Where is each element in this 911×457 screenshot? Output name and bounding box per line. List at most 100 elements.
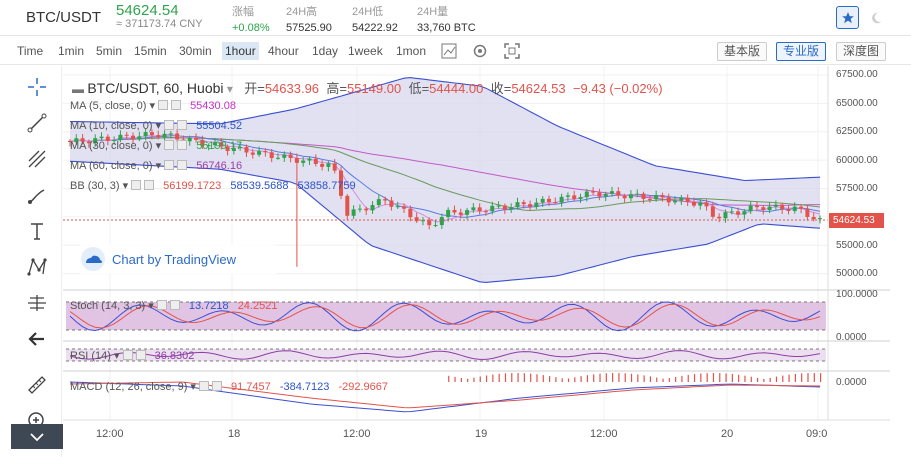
- pitchfork-icon[interactable]: [22, 146, 52, 172]
- mode-depth-button[interactable]: 深度图: [836, 42, 887, 61]
- macd-bar: [782, 375, 784, 382]
- tf-time[interactable]: Time: [17, 44, 44, 58]
- macd-bar: [523, 373, 525, 382]
- price-tick: 67500.00: [836, 69, 878, 80]
- tf-1hour[interactable]: 1hour: [222, 42, 259, 60]
- candle-body: [105, 136, 110, 141]
- time-tick: 19: [475, 428, 488, 440]
- macd-bar: [517, 373, 519, 382]
- back-arrow-icon[interactable]: [22, 326, 52, 352]
- candle-body: [465, 210, 470, 215]
- indicator-stoch[interactable]: Stoch (14, 3, 3) ▾ 13.7218 24.2521: [70, 300, 278, 312]
- open-value: 54633.96: [264, 81, 320, 96]
- candle-body: [408, 208, 413, 218]
- macd-bar: [681, 375, 683, 382]
- candle-body: [780, 204, 785, 210]
- candle-body: [496, 205, 501, 207]
- high-value: 55149.00: [346, 81, 402, 96]
- tf-1day[interactable]: 1day: [312, 44, 339, 58]
- macd-bar: [637, 374, 639, 382]
- candle-body: [231, 148, 236, 151]
- trend-line-icon[interactable]: [22, 110, 52, 136]
- candle-body: [452, 209, 457, 213]
- candle-body: [654, 195, 659, 200]
- measure-icon[interactable]: [22, 290, 52, 316]
- time-tick: 18: [228, 428, 241, 440]
- candle-body: [137, 136, 142, 140]
- indicator-bb[interactable]: BB (30, 3) ▾ 56199.1723 58539.5688 53858…: [70, 180, 356, 192]
- fullscreen-icon[interactable]: [503, 42, 521, 60]
- candle-body: [597, 192, 602, 197]
- chart-title[interactable]: BTC/USDT, 60, Huobi: [87, 80, 224, 96]
- candle-body: [345, 195, 350, 216]
- night-mode-icon[interactable]: [864, 6, 887, 29]
- brush-icon[interactable]: [22, 182, 52, 208]
- change-value: −9.43 (−0.02%): [572, 81, 663, 96]
- candle-body: [168, 133, 173, 135]
- candle-body: [647, 198, 652, 200]
- candle-body: [572, 195, 577, 200]
- macd-bar: [788, 374, 790, 382]
- macd-bar: [473, 377, 475, 382]
- macd-bar: [643, 375, 645, 382]
- tf-4hour[interactable]: 4hour: [268, 44, 299, 58]
- candle-body: [483, 211, 488, 213]
- macd-bar: [656, 377, 658, 382]
- cloud-icon: [81, 247, 105, 271]
- favorite-star-icon[interactable]: [836, 6, 859, 29]
- tf-15min[interactable]: 15min: [134, 44, 167, 58]
- macd-bar: [750, 376, 752, 382]
- pattern-icon[interactable]: [22, 254, 52, 280]
- candle-body: [376, 199, 381, 206]
- indicator-ma10[interactable]: MA (10, close, 0) ▾ 55504.52: [70, 120, 243, 132]
- tradingview-watermark[interactable]: Chart by TradingView: [80, 244, 276, 274]
- candle-body: [717, 216, 722, 219]
- macd-bar: [536, 374, 538, 382]
- macd-bar: [769, 377, 771, 382]
- macd-bar: [693, 374, 696, 382]
- candle-body: [80, 138, 85, 142]
- indicator-rsi[interactable]: RSI (14) ▾ 36.8302: [70, 350, 195, 362]
- mode-basic-button[interactable]: 基本版: [717, 42, 768, 61]
- settings-gear-icon[interactable]: [471, 42, 489, 60]
- ruler-icon[interactable]: [22, 372, 52, 398]
- indicator-ma60[interactable]: MA (60, close, 0) ▾ 56746.16: [70, 160, 243, 172]
- indicator-ma5[interactable]: MA (5, close, 0) ▾ 55430.08: [70, 100, 236, 112]
- candle-body: [332, 163, 337, 171]
- macd-line: [69, 381, 821, 413]
- mode-pro-button[interactable]: 专业版: [776, 42, 827, 61]
- macd-bar: [706, 373, 708, 382]
- tf-1mon[interactable]: 1mon: [396, 44, 427, 58]
- candle-body: [818, 218, 822, 220]
- text-tool-icon[interactable]: [22, 218, 52, 244]
- macd-bar: [756, 377, 759, 382]
- chart-type-icon[interactable]: [440, 42, 458, 60]
- candle-body: [131, 135, 136, 140]
- candle-body: [357, 208, 362, 210]
- tf-1week[interactable]: 1week: [348, 44, 383, 58]
- crosshair-icon[interactable]: [22, 74, 52, 100]
- indicator-macd[interactable]: MACD (12, 26, close, 9) ▾ 91.7457 -384.7…: [70, 381, 388, 393]
- symbol-name[interactable]: BTC/USDT: [26, 9, 101, 26]
- candle-body: [420, 220, 425, 222]
- stoch-tick: 100.0000: [836, 289, 878, 300]
- macd-bar: [618, 373, 620, 382]
- tf-30min[interactable]: 30min: [179, 44, 212, 58]
- tf-1min[interactable]: 1min: [58, 44, 85, 58]
- time-tick: 12:00: [343, 428, 371, 440]
- macd-bar: [668, 378, 670, 382]
- candle-body: [546, 198, 551, 203]
- macd-bar: [580, 376, 582, 382]
- indicator-ma30[interactable]: MA (30, close, 0) ▾ 56199.17: [70, 140, 243, 152]
- tf-5min[interactable]: 5min: [96, 44, 123, 58]
- stat-label: 涨幅: [232, 6, 254, 18]
- macd-bar: [731, 373, 733, 382]
- candle-body: [301, 160, 306, 163]
- candle-body: [641, 193, 646, 199]
- candle-body: [93, 138, 98, 144]
- candle-body: [124, 134, 129, 136]
- collapse-toolbar-button[interactable]: [11, 424, 63, 449]
- macd-bar: [801, 373, 803, 382]
- candle-body: [427, 220, 432, 226]
